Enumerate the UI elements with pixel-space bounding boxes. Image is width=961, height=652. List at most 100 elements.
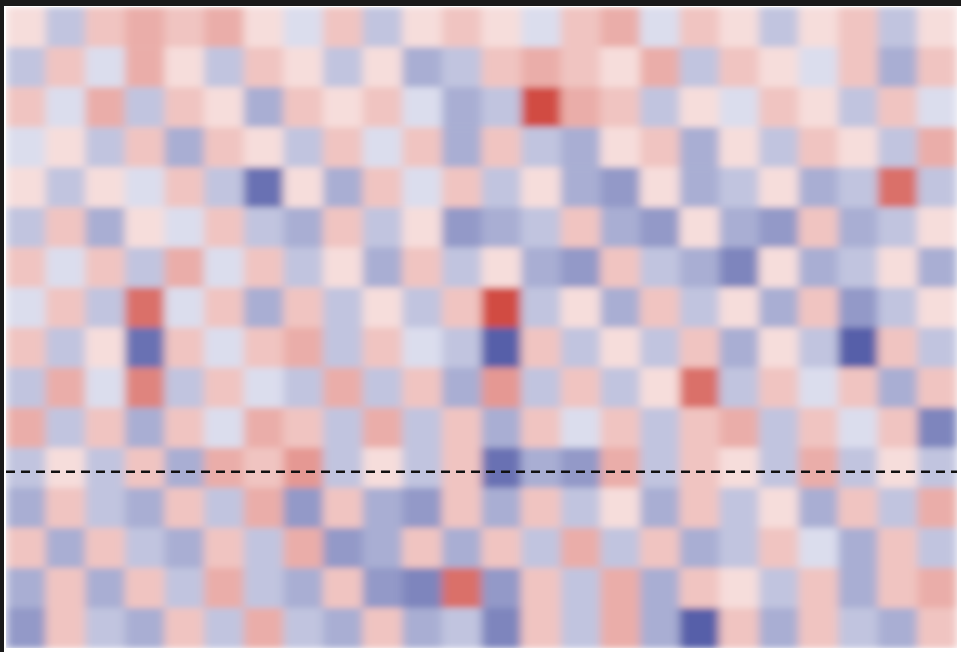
cell bbox=[323, 247, 363, 288]
cell bbox=[125, 488, 165, 529]
cell bbox=[878, 368, 918, 409]
cell bbox=[125, 127, 165, 168]
cell bbox=[640, 448, 680, 489]
cell bbox=[561, 167, 601, 208]
cell bbox=[283, 528, 323, 569]
cell bbox=[640, 247, 680, 288]
cell bbox=[204, 408, 244, 449]
cell bbox=[521, 448, 561, 489]
cell bbox=[759, 528, 799, 569]
cell bbox=[561, 408, 601, 449]
cell bbox=[85, 608, 125, 648]
cell bbox=[719, 608, 759, 648]
cell bbox=[244, 7, 284, 48]
cell bbox=[323, 528, 363, 569]
cell bbox=[719, 127, 759, 168]
cell bbox=[85, 7, 125, 48]
cell bbox=[917, 127, 957, 168]
cell bbox=[878, 167, 918, 208]
cell bbox=[759, 287, 799, 328]
cell bbox=[838, 47, 878, 88]
cell bbox=[442, 247, 482, 288]
cell bbox=[759, 568, 799, 609]
cell bbox=[6, 448, 46, 489]
cell bbox=[680, 368, 720, 409]
cell bbox=[878, 7, 918, 48]
cell bbox=[799, 488, 839, 529]
cell bbox=[759, 448, 799, 489]
cell bbox=[680, 448, 720, 489]
cell bbox=[6, 87, 46, 128]
cell bbox=[6, 528, 46, 569]
cell bbox=[878, 247, 918, 288]
cell bbox=[759, 368, 799, 409]
cell bbox=[917, 568, 957, 609]
cell bbox=[719, 247, 759, 288]
cell bbox=[719, 408, 759, 449]
cell bbox=[46, 287, 86, 328]
cell bbox=[6, 127, 46, 168]
cell bbox=[838, 528, 878, 569]
cell bbox=[244, 47, 284, 88]
cell bbox=[640, 87, 680, 128]
cell bbox=[85, 328, 125, 369]
cell bbox=[561, 448, 601, 489]
cell bbox=[244, 568, 284, 609]
cell bbox=[125, 247, 165, 288]
cell bbox=[640, 488, 680, 529]
cell bbox=[402, 287, 442, 328]
cell bbox=[204, 368, 244, 409]
cell bbox=[323, 287, 363, 328]
cell bbox=[204, 448, 244, 489]
cell bbox=[917, 608, 957, 648]
cell bbox=[640, 608, 680, 648]
cell bbox=[878, 207, 918, 248]
cell bbox=[204, 608, 244, 648]
cell bbox=[442, 87, 482, 128]
cell bbox=[125, 7, 165, 48]
cell bbox=[85, 127, 125, 168]
cell bbox=[125, 328, 165, 369]
cell bbox=[363, 328, 403, 369]
cell bbox=[165, 7, 205, 48]
cell bbox=[244, 528, 284, 569]
cell bbox=[6, 7, 46, 48]
cell bbox=[759, 488, 799, 529]
frame-top bbox=[0, 0, 961, 6]
cell bbox=[600, 488, 640, 529]
cell bbox=[165, 127, 205, 168]
cell bbox=[442, 448, 482, 489]
cell bbox=[283, 247, 323, 288]
cell bbox=[6, 287, 46, 328]
cell bbox=[600, 287, 640, 328]
cell bbox=[521, 127, 561, 168]
cell bbox=[6, 167, 46, 208]
cell bbox=[640, 528, 680, 569]
cell bbox=[561, 47, 601, 88]
cell bbox=[838, 7, 878, 48]
cell bbox=[363, 608, 403, 648]
cell bbox=[244, 368, 284, 409]
cell bbox=[323, 408, 363, 449]
cell bbox=[561, 7, 601, 48]
cell bbox=[878, 608, 918, 648]
cell bbox=[402, 207, 442, 248]
cell bbox=[85, 368, 125, 409]
cell bbox=[283, 127, 323, 168]
cell bbox=[838, 207, 878, 248]
cell bbox=[46, 207, 86, 248]
cell bbox=[363, 528, 403, 569]
cell bbox=[799, 528, 839, 569]
cell bbox=[799, 127, 839, 168]
cell bbox=[878, 448, 918, 489]
cell bbox=[759, 47, 799, 88]
cell bbox=[640, 408, 680, 449]
cell bbox=[838, 568, 878, 609]
cell bbox=[680, 207, 720, 248]
cell bbox=[46, 328, 86, 369]
cell bbox=[640, 127, 680, 168]
cell bbox=[878, 328, 918, 369]
cell bbox=[719, 448, 759, 489]
cell bbox=[363, 368, 403, 409]
cell bbox=[680, 287, 720, 328]
